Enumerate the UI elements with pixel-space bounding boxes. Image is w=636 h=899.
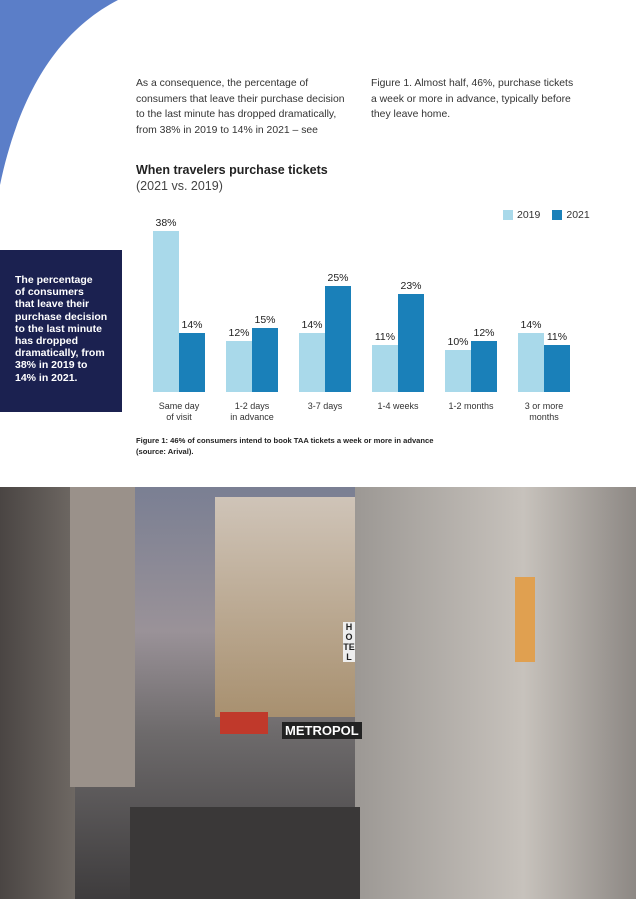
x-tick-label: 1-4 weeks <box>377 401 419 411</box>
legend-swatch <box>552 210 563 220</box>
chart-subtitle: (2021 vs. 2019) <box>136 179 223 193</box>
data-label: 14% <box>520 318 542 331</box>
legend-label: 2019 <box>517 209 541 221</box>
data-label: 12% <box>228 327 250 339</box>
data-label: 12% <box>473 327 495 339</box>
x-tick-label: 1-2 months <box>448 401 494 411</box>
body-paragraph: Figure 1. Almost half, 46%, purchase tic… <box>371 78 574 120</box>
x-tick-label: 1-2 days in advance <box>230 401 274 422</box>
corner-shape <box>0 0 118 185</box>
x-tick-label: Same day of visit <box>158 401 200 422</box>
callout-text: The percentage of consumers that leave t… <box>15 274 108 384</box>
figure-caption: Figure 1: 46% of consumers intend to boo… <box>136 436 434 456</box>
data-label: 25% <box>327 271 349 284</box>
metropol-sign: METROPOL <box>282 722 362 739</box>
data-label: 11% <box>546 331 568 344</box>
bar <box>544 345 570 392</box>
bar <box>372 345 398 392</box>
bar <box>471 341 497 392</box>
bar <box>179 332 205 392</box>
bar <box>252 328 278 392</box>
legend-item: 2021 <box>552 209 590 221</box>
x-tick-label: 3-7 days <box>307 401 343 411</box>
data-label: 23% <box>400 280 422 293</box>
street-photo: HOTEL METROPOL <box>0 487 636 899</box>
legend-label: 2021 <box>566 209 590 221</box>
bar <box>325 285 351 392</box>
bar <box>445 349 471 392</box>
callout-box <box>0 250 122 412</box>
data-label: 14% <box>301 318 323 331</box>
legend-swatch <box>503 210 513 220</box>
data-label: 15% <box>254 314 276 327</box>
chart-title: When travelers purchase tickets <box>136 163 328 177</box>
data-label: 14% <box>181 318 203 331</box>
bar <box>398 294 424 392</box>
data-label: 11% <box>374 331 396 344</box>
bar <box>153 230 179 392</box>
bar <box>299 332 325 392</box>
bar <box>226 341 252 392</box>
legend-item: 2019 <box>503 209 540 221</box>
hotel-sign: HOTEL <box>343 622 355 662</box>
bar <box>518 332 544 392</box>
x-tick-label: 3 or more months <box>524 401 564 422</box>
data-label: 10% <box>447 335 469 348</box>
body-paragraph: As a consequence, the percentage of cons… <box>136 78 345 136</box>
data-label: 38% <box>155 216 177 229</box>
legend: 2019 2021 <box>503 209 590 221</box>
